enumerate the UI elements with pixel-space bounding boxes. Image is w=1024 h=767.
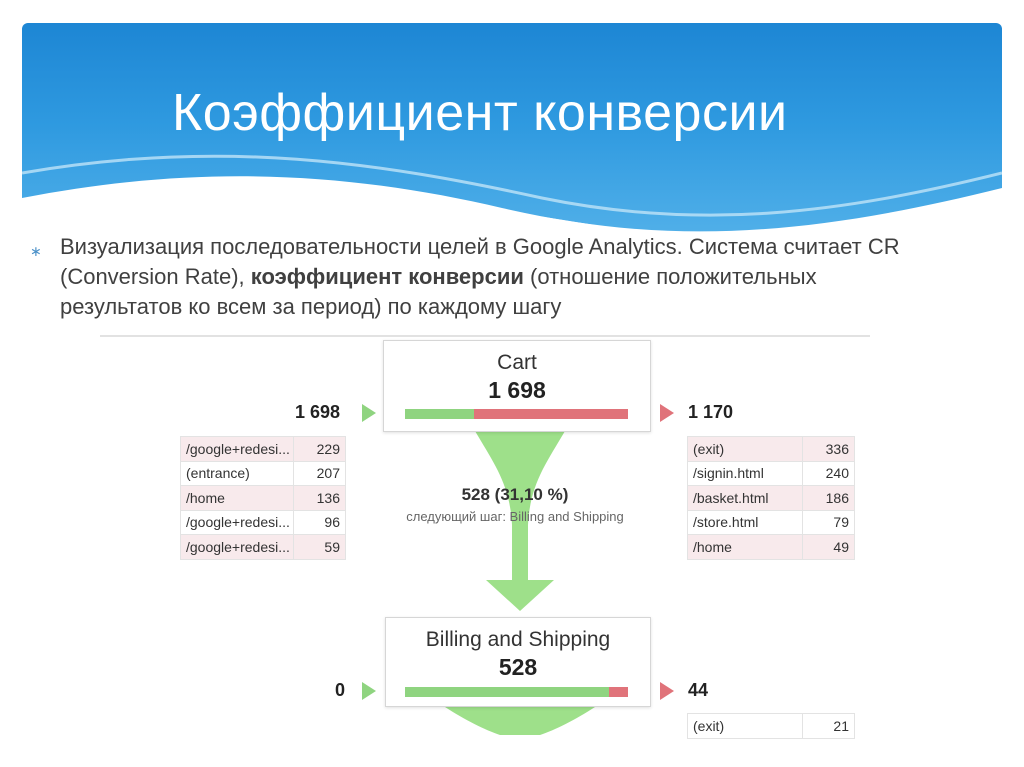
entrance-arrow-icon: [362, 404, 376, 422]
row-value: 96: [293, 510, 345, 534]
step-cart-exits: 1 170: [688, 402, 734, 422]
row-page: /google+redesi...: [186, 440, 290, 457]
exit-arrow-icon: [660, 682, 674, 700]
row-page: /basket.html: [693, 489, 769, 506]
slide-title: Коэффициент конверсии: [172, 84, 788, 142]
bullet-text-part1: Визуализация последовательности целей в …: [60, 234, 900, 289]
bullet-text: Визуализация последовательности целей в …: [60, 232, 930, 322]
exit-pages-table-step2: (exit) 21: [687, 713, 855, 739]
row-page: /home: [186, 489, 225, 506]
header-wave-decoration: [22, 154, 1002, 353]
table-row[interactable]: (exit) 336: [687, 436, 855, 462]
step-billing-progress-bar: [405, 687, 628, 697]
row-value: 59: [293, 535, 345, 559]
table-row[interactable]: /home 49: [687, 535, 855, 560]
step-count: 528: [498, 654, 538, 680]
table-row[interactable]: /google+redesi... 59: [180, 535, 346, 560]
bar-continue-segment: [405, 409, 475, 419]
entrance-sources-table: /google+redesi... 229 (entrance) 207 /home…: [180, 436, 346, 560]
table-row[interactable]: (exit) 21: [687, 713, 855, 739]
row-page: (entrance): [186, 465, 250, 482]
conversion-next-step: следующий шаг: Billing and Shipping: [406, 509, 624, 524]
conversion-label: 528 (31,10 %) следующий шаг: Billing and…: [380, 485, 650, 524]
bullet-text-part2: (отношение положительных результатов ко …: [60, 264, 817, 319]
step-count: 1 698: [488, 377, 546, 403]
table-row[interactable]: /home 136: [180, 486, 346, 511]
row-page: (exit): [693, 717, 725, 734]
table-row[interactable]: /google+redesi... 96: [180, 510, 346, 535]
screenshot-top-border: [100, 335, 870, 337]
bar-exit-segment: [474, 409, 628, 419]
table-row[interactable]: (entrance) 207: [180, 461, 346, 486]
row-value: 79: [802, 510, 854, 534]
table-row[interactable]: /google+redesi... 229: [180, 436, 346, 462]
step-billing-entrances: 0: [335, 680, 346, 700]
bar-continue-segment: [405, 687, 610, 697]
row-value: 186: [802, 486, 854, 510]
funnel-flow-graphic: [445, 431, 595, 735]
table-row[interactable]: /signin.html 240: [687, 461, 855, 486]
row-value: 21: [802, 714, 854, 738]
row-value: 49: [802, 535, 854, 559]
bar-exit-segment: [609, 687, 628, 697]
table-row[interactable]: /basket.html 186: [687, 486, 855, 511]
exit-arrow-icon: [660, 404, 674, 422]
row-value: 229: [293, 437, 345, 461]
conversion-rate: 528 (31,10 %): [461, 485, 569, 504]
entrance-arrow-icon: [362, 682, 376, 700]
row-value: 336: [802, 437, 854, 461]
row-value: 136: [293, 486, 345, 510]
exit-pages-table: (exit) 336 /signin.html 240 /basket.html 18…: [687, 436, 855, 560]
bullet-text-bold: коэффициент конверсии: [244, 264, 524, 289]
bullet-mark: ∗: [30, 243, 42, 259]
row-page: /store.html: [693, 514, 759, 531]
row-page: /signin.html: [693, 465, 764, 482]
row-page: /home: [693, 538, 732, 555]
step-billing-exits: 44: [688, 680, 709, 700]
row-page: /google+redesi...: [186, 538, 290, 555]
row-value: 207: [293, 461, 345, 485]
funnel-visualization: Cart 1 698 1 698 1 170 /google+redesi...…: [100, 335, 870, 739]
step-name: Billing and Shipping: [425, 628, 611, 651]
row-page: (exit): [693, 440, 725, 457]
step-cart-entrances: 1 698: [295, 402, 341, 422]
table-row[interactable]: /store.html 79: [687, 510, 855, 535]
step-name: Cart: [497, 351, 537, 374]
slide-frame: Коэффициент конверсии: [22, 23, 1002, 353]
step-cart-progress-bar: [405, 409, 628, 419]
row-value: 240: [802, 461, 854, 485]
row-page: /google+redesi...: [186, 514, 290, 531]
